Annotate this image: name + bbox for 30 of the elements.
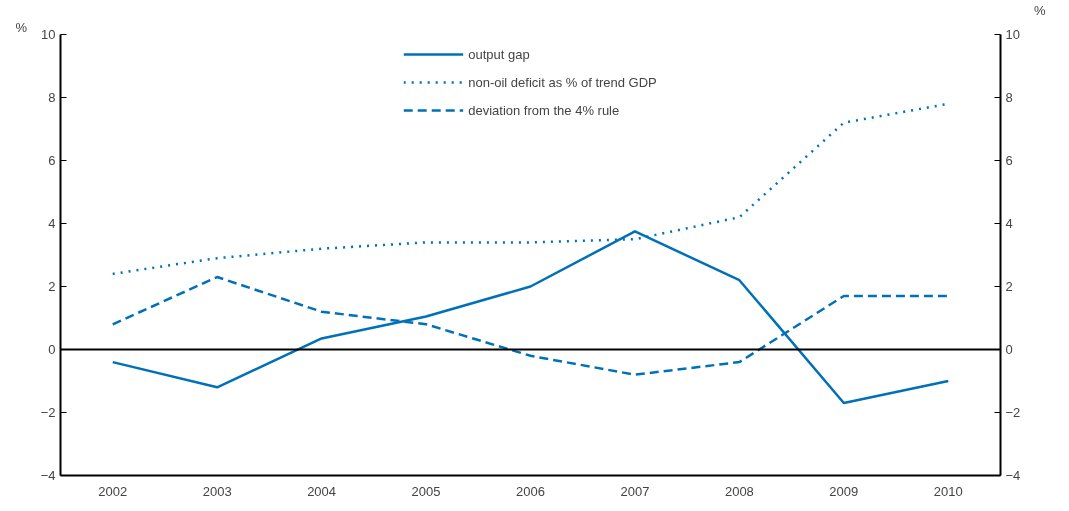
- y2-tick-label: 6: [1005, 153, 1013, 168]
- x-tick-label: 2007: [620, 483, 650, 499]
- y2-tick-label: 8: [1005, 90, 1013, 105]
- y2-axis-title: %: [1033, 2, 1046, 18]
- x-tick-label: 2010: [933, 483, 963, 499]
- x-tick-label: 2008: [724, 483, 754, 499]
- y2-tick-label: 10: [1005, 27, 1020, 42]
- x-tick-label: 2002: [98, 483, 128, 499]
- x-tick-label: 2003: [202, 483, 232, 499]
- y-tick-label: 0: [48, 342, 56, 357]
- legend-label: deviation from the 4% rule: [468, 102, 620, 118]
- x-tick-label: 2005: [411, 483, 441, 499]
- y2-tick-label: 2: [1005, 279, 1013, 294]
- y-tick-label: −4: [40, 468, 56, 483]
- legend-label: output gap: [468, 46, 530, 62]
- y2-tick-label: −4: [1005, 468, 1021, 483]
- y-axis-title: %: [15, 19, 28, 35]
- y2-tick-label: −2: [1005, 405, 1021, 420]
- y-tick-label: −2: [40, 405, 56, 420]
- y-tick-label: 2: [48, 279, 56, 294]
- y-tick-label: 6: [48, 153, 56, 168]
- y-tick-label: 8: [48, 90, 56, 105]
- y-tick-label: 4: [48, 216, 56, 231]
- x-tick-label: 2009: [829, 483, 859, 499]
- legend-label: non-oil deficit as % of trend GDP: [468, 74, 657, 90]
- y2-tick-label: 0: [1005, 342, 1013, 357]
- y2-tick-label: 4: [1005, 216, 1013, 231]
- x-tick-label: 2004: [307, 483, 337, 499]
- y-tick-label: 10: [41, 27, 56, 42]
- x-tick-label: 2006: [516, 483, 545, 499]
